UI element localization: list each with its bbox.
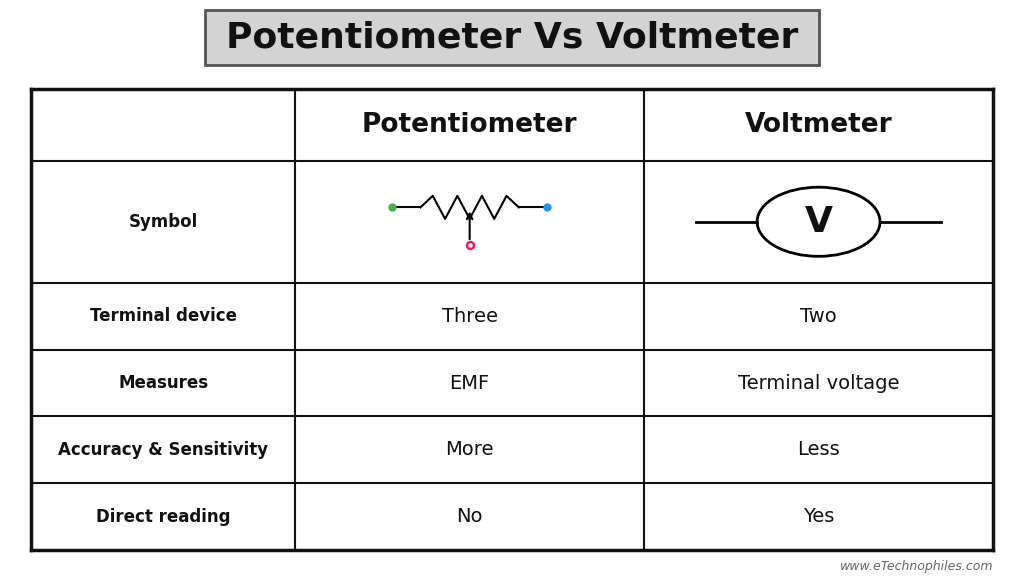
Text: Potentiometer Vs Voltmeter: Potentiometer Vs Voltmeter	[226, 20, 798, 55]
Text: Two: Two	[800, 307, 837, 325]
FancyBboxPatch shape	[205, 10, 819, 65]
Bar	[31, 89, 993, 550]
Text: Less: Less	[798, 441, 840, 459]
Text: Direct reading: Direct reading	[96, 507, 230, 526]
Text: Terminal device: Terminal device	[89, 307, 237, 325]
Text: Terminal voltage: Terminal voltage	[738, 374, 899, 392]
Text: EMF: EMF	[450, 374, 489, 392]
Text: Three: Three	[441, 307, 498, 325]
Text: Potentiometer: Potentiometer	[361, 112, 578, 138]
Text: More: More	[445, 441, 494, 459]
Text: Voltmeter: Voltmeter	[744, 112, 892, 138]
Text: Yes: Yes	[803, 507, 835, 526]
Text: Accuracy & Sensitivity: Accuracy & Sensitivity	[58, 441, 268, 459]
Text: Measures: Measures	[118, 374, 208, 392]
Text: www.eTechnophiles.com: www.eTechnophiles.com	[840, 560, 993, 573]
Text: Symbol: Symbol	[128, 213, 198, 231]
Text: No: No	[457, 507, 483, 526]
Text: V: V	[805, 204, 833, 239]
